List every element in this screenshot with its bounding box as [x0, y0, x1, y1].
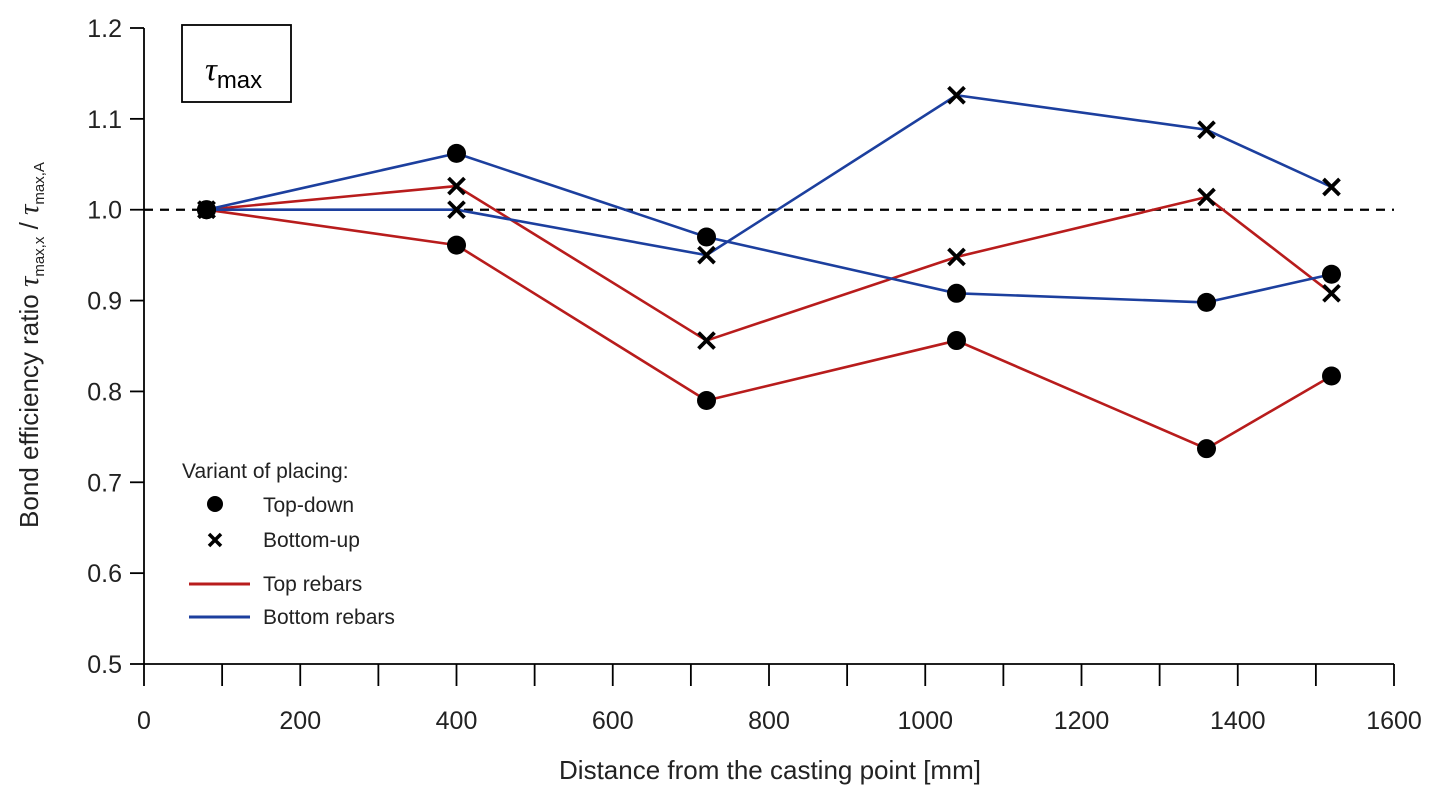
legend-bottom-rebars-label: Bottom rebars: [263, 606, 395, 629]
y-tick-label: 1.1: [87, 106, 122, 134]
chart-title: τmax: [205, 52, 262, 94]
y-tick-label: 0.5: [87, 651, 122, 679]
legend-top-down-marker: [207, 496, 223, 512]
x-tick-label: 0: [137, 707, 151, 735]
legend-title: Variant of placing:: [182, 460, 349, 483]
y-axis-title: Bond efficiency ratio τmax,x / τmax,A: [13, 162, 48, 528]
x-tick-label: 800: [748, 707, 790, 735]
x-tick-label: 1200: [1054, 707, 1110, 735]
series-line-1: [206, 184, 1333, 342]
series-line-0: [206, 208, 1333, 450]
y-tick-label: 1.2: [87, 15, 122, 43]
legend-bottom-up-marker: [207, 532, 223, 548]
point-cross-s3-1: [447, 200, 466, 220]
point-cross-s1-4: [1197, 187, 1216, 207]
legend-bottom-up-label: Bottom-up: [263, 529, 360, 552]
x-tick-label: 400: [436, 707, 478, 735]
point-cross-s1-5: [1322, 283, 1341, 303]
legend-top-down-label: Top-down: [263, 494, 354, 517]
point-circle-s0-3: [947, 331, 966, 351]
point-cross-s3-0: [197, 200, 216, 220]
point-circle-s2-3: [947, 283, 966, 303]
y-tick-label: 1.0: [87, 197, 122, 225]
point-circle-s2-5: [1322, 264, 1341, 284]
point-cross-s1-3: [947, 247, 966, 267]
legend-top-rebars-label: Top rebars: [263, 573, 362, 596]
point-circle-s0-5: [1322, 366, 1341, 386]
point-circle-s0-1: [447, 235, 466, 255]
point-cross-s3-3: [947, 85, 966, 105]
y-tick-label: 0.7: [87, 469, 122, 497]
x-tick-label: 1400: [1210, 707, 1266, 735]
x-tick-label: 1000: [897, 707, 953, 735]
x-axis-title: Distance from the casting point [mm]: [559, 755, 981, 785]
point-cross-s1-2: [697, 331, 716, 350]
point-cross-s3-5: [1322, 177, 1341, 197]
x-tick-label: 1600: [1366, 707, 1422, 735]
series-line-3: [206, 93, 1333, 257]
x-tick-label: 600: [592, 707, 634, 735]
series-line-2: [206, 152, 1332, 304]
point-circle-s2-1: [447, 143, 466, 163]
title-box: [181, 24, 292, 103]
y-tick-label: 0.6: [87, 560, 122, 588]
y-tick-label: 0.9: [87, 288, 122, 316]
legend: Variant of placing: Top-down Bottom-up T…: [182, 460, 395, 629]
point-circle-s0-2: [697, 391, 716, 411]
point-circle-s0-4: [1197, 439, 1216, 459]
point-cross-s3-4: [1197, 120, 1216, 140]
point-circle-s2-4: [1197, 292, 1216, 312]
x-tick-label: 200: [279, 707, 321, 735]
point-cross-s3-2: [697, 245, 716, 265]
point-circle-s2-2: [697, 227, 716, 247]
y-tick-label: 0.8: [87, 378, 122, 406]
point-cross-s1-1: [447, 176, 466, 196]
